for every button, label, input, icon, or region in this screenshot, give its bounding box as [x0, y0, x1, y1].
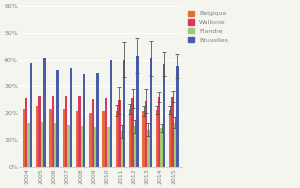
Bar — [96, 73, 99, 167]
Bar — [156, 110, 158, 167]
Bar — [52, 96, 54, 167]
Bar — [41, 122, 43, 167]
Bar — [174, 123, 176, 167]
Bar — [76, 111, 78, 167]
Bar — [160, 128, 163, 167]
Bar — [56, 70, 59, 167]
Bar — [142, 111, 145, 167]
Bar — [176, 66, 178, 167]
Bar — [78, 96, 81, 167]
Bar — [121, 131, 123, 167]
Bar — [158, 97, 160, 167]
Bar — [171, 97, 174, 167]
Bar — [110, 60, 112, 167]
Bar — [92, 99, 94, 167]
Bar — [169, 110, 171, 167]
Bar — [36, 106, 38, 167]
Bar — [105, 98, 107, 167]
Bar — [81, 126, 83, 167]
Bar — [103, 111, 105, 167]
Bar — [70, 68, 72, 167]
Bar — [150, 58, 152, 167]
Bar — [129, 109, 131, 167]
Bar — [67, 125, 70, 167]
Bar — [116, 111, 118, 167]
Bar — [107, 127, 110, 167]
Bar — [22, 109, 25, 167]
Bar — [94, 127, 96, 167]
Bar — [131, 99, 134, 167]
Bar — [25, 98, 27, 167]
Bar — [27, 123, 30, 167]
Bar — [89, 113, 92, 167]
Bar — [134, 126, 136, 167]
Legend: Belgique, Wallonie, Flandre, Bruxelles: Belgique, Wallonie, Flandre, Bruxelles — [187, 9, 229, 44]
Bar — [136, 56, 139, 167]
Bar — [123, 60, 125, 167]
Bar — [43, 58, 46, 167]
Bar — [65, 96, 67, 167]
Bar — [49, 109, 52, 167]
Bar — [118, 100, 121, 167]
Bar — [83, 74, 86, 167]
Bar — [147, 130, 150, 167]
Bar — [54, 123, 56, 167]
Bar — [38, 96, 41, 167]
Bar — [62, 109, 65, 167]
Bar — [145, 101, 147, 167]
Bar — [163, 64, 165, 167]
Bar — [30, 63, 32, 167]
